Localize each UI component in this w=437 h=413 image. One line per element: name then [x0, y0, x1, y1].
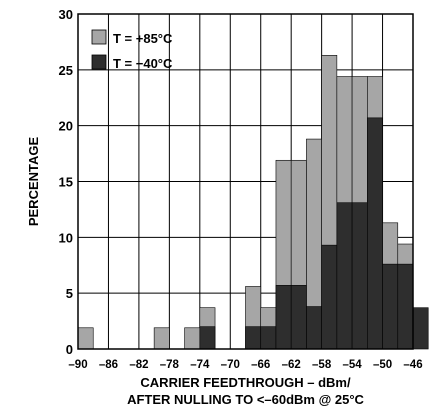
legend-swatch-t85: [91, 29, 107, 45]
x-tick-label: –90: [68, 359, 87, 371]
y-tick-label: 0: [66, 342, 73, 357]
bar-series: [77, 55, 429, 350]
legend-label-t85: T = +85°C: [113, 31, 173, 46]
x-tick-label: –86: [99, 359, 118, 371]
bar-series-1: [412, 307, 429, 350]
x-axis-label-line2: AFTER NULLING TO <–60dBm @ 25°C: [127, 392, 364, 407]
y-tick-label: 15: [59, 175, 73, 190]
y-tick-label: 5: [66, 286, 73, 301]
x-tick-label: –54: [342, 359, 362, 371]
y-tick-label: 20: [59, 119, 73, 134]
bar-series-0: [184, 327, 201, 350]
bar-series-1: [397, 263, 414, 350]
plot-frame: [77, 13, 414, 350]
legend-swatch-tminus40: [91, 54, 107, 70]
x-tick-label: –66: [251, 359, 270, 371]
legend: T = +85°C T = −40°C: [91, 29, 173, 71]
x-tick-label: –62: [282, 359, 301, 371]
x-tick-label: –74: [190, 359, 210, 371]
x-tick-label: –46: [403, 359, 422, 371]
x-tick-label: –58: [312, 359, 332, 371]
bar-series-1: [306, 306, 322, 350]
bar-series-1: [321, 244, 338, 350]
y-axis-label: PERCENTAGE: [26, 137, 41, 227]
legend-label-tminus40: T = −40°C: [113, 56, 173, 71]
bar-series-1: [336, 202, 353, 350]
y-tick-label: 25: [59, 63, 73, 78]
bar-series-1: [245, 326, 262, 350]
bar-series-0: [77, 327, 94, 350]
x-axis-label-line1: CARRIER FEEDTHROUGH – dBm/: [140, 375, 351, 390]
bar-series-1: [290, 285, 307, 350]
x-tick-label: –70: [221, 359, 240, 371]
bar-series-1: [351, 202, 368, 350]
bar-series-1: [199, 326, 216, 350]
x-tick-label: –78: [160, 359, 180, 371]
axis-ticks: –90 –86 –82 –78 –74 –70 –66 –62 –58 –54 –50 –46 0 5 10…: [59, 7, 423, 371]
y-tick-label: 10: [59, 230, 73, 245]
y-tick-label: 30: [59, 7, 73, 22]
bar-series-1: [367, 117, 383, 350]
x-tick-label: –82: [129, 359, 148, 371]
bar-series-0: [153, 327, 170, 350]
bar-series-1: [275, 285, 292, 350]
x-tick-label: –50: [373, 359, 392, 371]
bar-series-1: [382, 263, 399, 350]
bar-series-1: [260, 326, 277, 350]
